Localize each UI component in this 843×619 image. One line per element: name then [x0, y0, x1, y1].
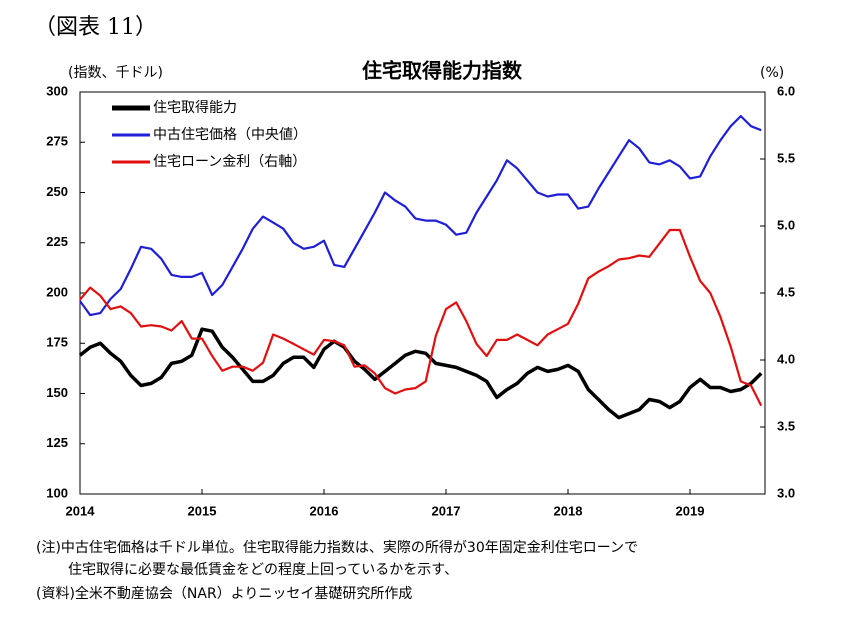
legend-label: 住宅取得能力: [153, 99, 237, 116]
y-tick-label: 275: [46, 134, 68, 149]
plot-frame: [79, 91, 766, 495]
y2-tick-label: 4.0: [777, 351, 795, 366]
x-tick-label: 2015: [188, 503, 217, 518]
y-tick-label: 125: [46, 435, 68, 450]
y-axis-label: (指数、千ドル): [68, 65, 163, 81]
x-tick-label: 2019: [676, 503, 705, 518]
y2-tick-label: 4.5: [777, 284, 795, 299]
y2-tick-label: 3.5: [777, 418, 795, 433]
x-tick-label: 2014: [66, 503, 96, 518]
y-tick-label: 175: [46, 335, 68, 350]
series-line: [79, 228, 763, 407]
y-tick-label: 200: [46, 284, 68, 299]
y-tick-label: 225: [46, 234, 68, 249]
note: (資料)全米不動産協会（NAR）よりニッセイ基礎研究所作成: [36, 585, 412, 602]
y-tick-label: 150: [46, 385, 68, 400]
y2-tick-label: 3.0: [777, 485, 795, 500]
y2-tick-label: 5.5: [777, 150, 795, 165]
note: 住宅取得に必要な最低賃金をどの程度上回っているかを示す、: [68, 561, 458, 578]
series-line: [78, 327, 763, 420]
legend-label: 住宅ローン金利（右軸）: [153, 154, 306, 170]
x-tick-label: 2017: [432, 503, 461, 518]
y-tick-label: 250: [46, 184, 68, 199]
y2-tick-label: 6.0: [777, 83, 795, 98]
note: (注)中古住宅価格は千ドル単位。住宅取得能力指数は、実際の所得が30年固定金利住…: [36, 539, 638, 556]
x-tick-label: 2018: [554, 503, 583, 518]
y2-axis-label: (%): [760, 65, 784, 81]
legend-label: 中古住宅価格（中央値）: [153, 127, 307, 143]
chart-title: 住宅取得能力指数: [362, 59, 523, 83]
y-tick-label: 300: [46, 83, 68, 98]
figure-header: （図表 11）: [34, 15, 157, 40]
x-tick-label: 2016: [310, 503, 339, 518]
series-line: [79, 115, 762, 317]
y2-tick-label: 5.0: [777, 217, 795, 232]
y-tick-label: 100: [46, 485, 68, 500]
